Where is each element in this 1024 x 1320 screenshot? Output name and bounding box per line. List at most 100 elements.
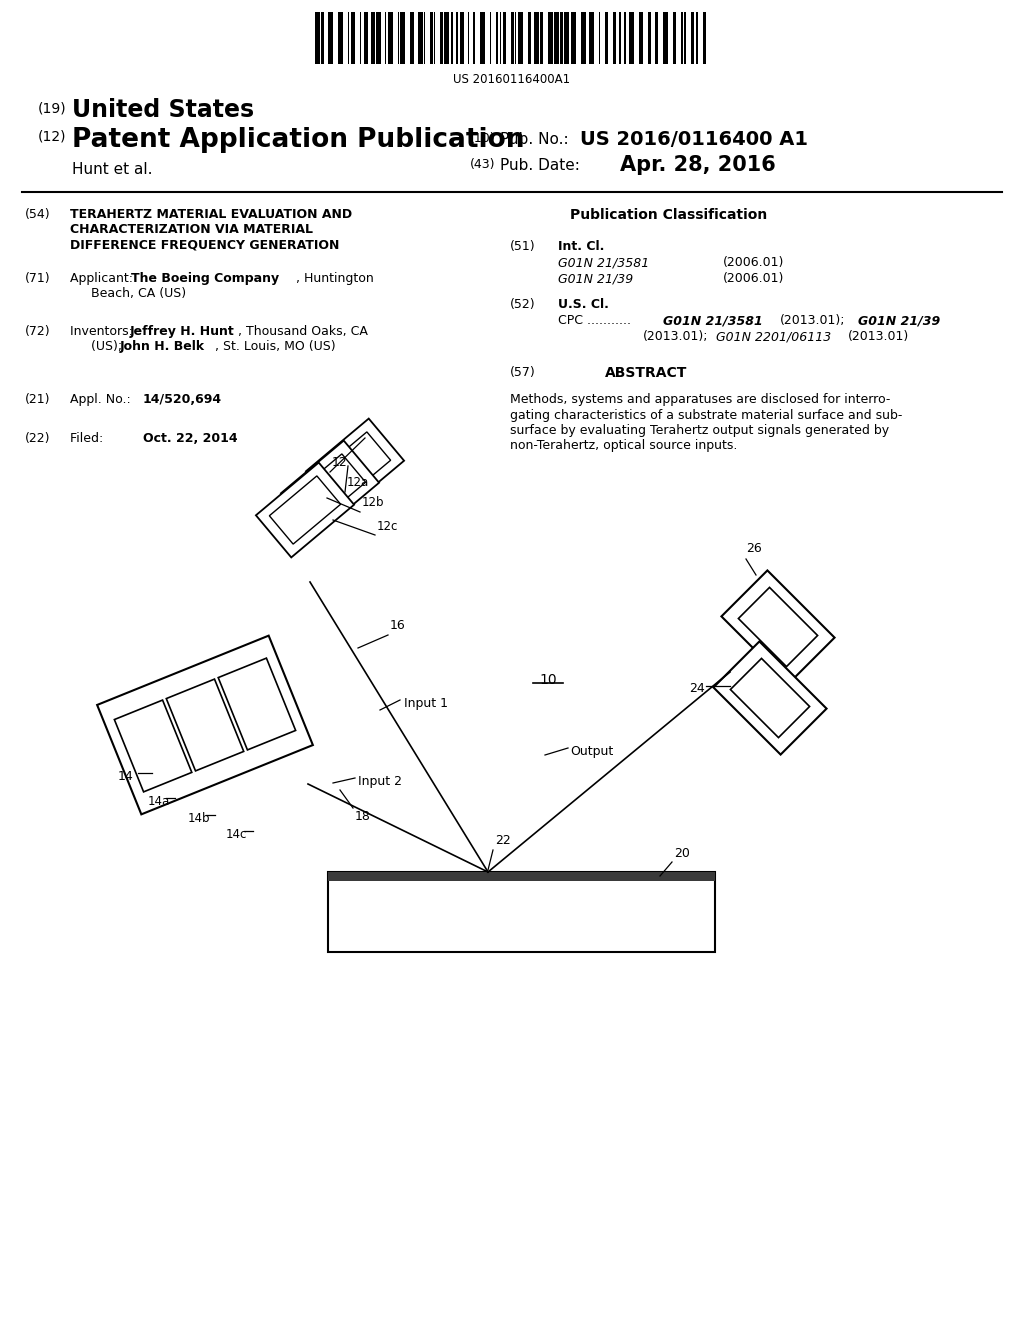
Bar — [360, 12, 361, 63]
Text: John H. Belk: John H. Belk — [120, 341, 205, 352]
Text: DIFFERENCE FREQUENCY GENERATION: DIFFERENCE FREQUENCY GENERATION — [70, 238, 339, 251]
Polygon shape — [218, 659, 296, 750]
Bar — [328, 12, 333, 63]
Polygon shape — [166, 678, 244, 771]
Bar — [554, 12, 559, 63]
Text: G01N 21/39: G01N 21/39 — [858, 314, 940, 327]
Bar — [480, 12, 485, 63]
Text: (US);: (US); — [91, 341, 126, 352]
Bar — [472, 12, 475, 63]
Bar — [497, 12, 498, 63]
Text: 26: 26 — [746, 543, 762, 554]
Text: United States: United States — [72, 98, 254, 121]
Text: , Huntington: , Huntington — [296, 272, 374, 285]
Bar — [503, 12, 506, 63]
Text: Pub. Date:: Pub. Date: — [500, 158, 580, 173]
Bar — [681, 12, 683, 63]
Text: 12b: 12b — [362, 496, 384, 510]
Bar — [618, 12, 622, 63]
Text: (57): (57) — [510, 366, 536, 379]
Bar — [571, 12, 577, 63]
Bar — [387, 12, 392, 63]
Text: Publication Classification: Publication Classification — [570, 209, 767, 222]
Text: (2006.01): (2006.01) — [723, 256, 784, 269]
Bar — [443, 12, 449, 63]
Text: 12: 12 — [332, 455, 348, 469]
Bar — [702, 12, 707, 63]
Bar — [315, 12, 319, 63]
Polygon shape — [281, 441, 379, 536]
Text: Jeffrey H. Hunt: Jeffrey H. Hunt — [130, 325, 234, 338]
Text: Int. Cl.: Int. Cl. — [558, 240, 604, 253]
Bar — [673, 12, 676, 63]
Text: The Boeing Company: The Boeing Company — [131, 272, 280, 285]
Bar — [440, 12, 442, 63]
Polygon shape — [738, 587, 817, 667]
Text: (12): (12) — [38, 129, 67, 144]
Text: 14a: 14a — [148, 795, 170, 808]
Bar — [385, 12, 386, 63]
Bar — [605, 12, 607, 63]
Bar — [696, 12, 697, 63]
Bar — [328, 873, 715, 952]
Polygon shape — [730, 659, 810, 738]
Bar — [400, 12, 406, 63]
Bar — [364, 12, 368, 63]
Bar — [527, 12, 531, 63]
Polygon shape — [319, 432, 390, 500]
Bar — [599, 12, 600, 63]
Text: Methods, systems and apparatuses are disclosed for interro-: Methods, systems and apparatuses are dis… — [510, 393, 891, 407]
Text: CPC ...........: CPC ........... — [558, 314, 631, 327]
Text: Input 2: Input 2 — [358, 775, 402, 788]
Text: (22): (22) — [25, 432, 50, 445]
Text: 22: 22 — [495, 834, 511, 847]
Text: 14b: 14b — [188, 812, 211, 825]
Text: Apr. 28, 2016: Apr. 28, 2016 — [620, 154, 776, 176]
Bar — [624, 12, 627, 63]
Bar — [582, 12, 587, 63]
Bar — [418, 12, 423, 63]
Bar — [351, 12, 355, 63]
Text: 12a: 12a — [347, 477, 370, 488]
Text: G01N 21/3581: G01N 21/3581 — [663, 314, 763, 327]
Text: (10): (10) — [470, 132, 496, 145]
Bar — [397, 12, 398, 63]
Text: (72): (72) — [25, 325, 50, 338]
Text: Filed:: Filed: — [70, 432, 139, 445]
Bar — [410, 12, 414, 63]
Text: (2013.01);: (2013.01); — [643, 330, 709, 343]
Bar — [655, 12, 657, 63]
Text: TERAHERTZ MATERIAL EVALUATION AND: TERAHERTZ MATERIAL EVALUATION AND — [70, 209, 352, 220]
Bar — [468, 12, 469, 63]
Bar — [430, 12, 432, 63]
Polygon shape — [269, 477, 341, 544]
Text: (19): (19) — [38, 102, 67, 115]
Bar — [612, 12, 616, 63]
Text: (54): (54) — [25, 209, 50, 220]
Bar — [517, 12, 522, 63]
Bar — [500, 12, 502, 63]
Text: (2013.01);: (2013.01); — [780, 314, 846, 327]
Polygon shape — [97, 636, 313, 814]
Text: G01N 21/3581: G01N 21/3581 — [558, 256, 649, 269]
Text: 14c: 14c — [226, 828, 248, 841]
Text: , St. Louis, MO (US): , St. Louis, MO (US) — [215, 341, 336, 352]
Bar — [328, 873, 715, 880]
Text: CHARACTERIZATION VIA MATERIAL: CHARACTERIZATION VIA MATERIAL — [70, 223, 313, 236]
Text: Applicant:: Applicant: — [70, 272, 137, 285]
Bar — [424, 12, 425, 63]
Polygon shape — [115, 700, 191, 792]
Bar — [589, 12, 594, 63]
Text: Hunt et al.: Hunt et al. — [72, 162, 153, 177]
Text: 12c: 12c — [377, 520, 398, 533]
Bar — [452, 12, 453, 63]
Text: (43): (43) — [470, 158, 496, 172]
Bar — [347, 12, 349, 63]
Bar — [663, 12, 668, 63]
Text: (51): (51) — [510, 240, 536, 253]
Text: non-Terahertz, optical source inputs.: non-Terahertz, optical source inputs. — [510, 440, 737, 453]
Text: (71): (71) — [25, 272, 50, 285]
Text: 14/520,694: 14/520,694 — [143, 393, 222, 407]
Polygon shape — [294, 454, 366, 523]
Polygon shape — [714, 642, 826, 755]
